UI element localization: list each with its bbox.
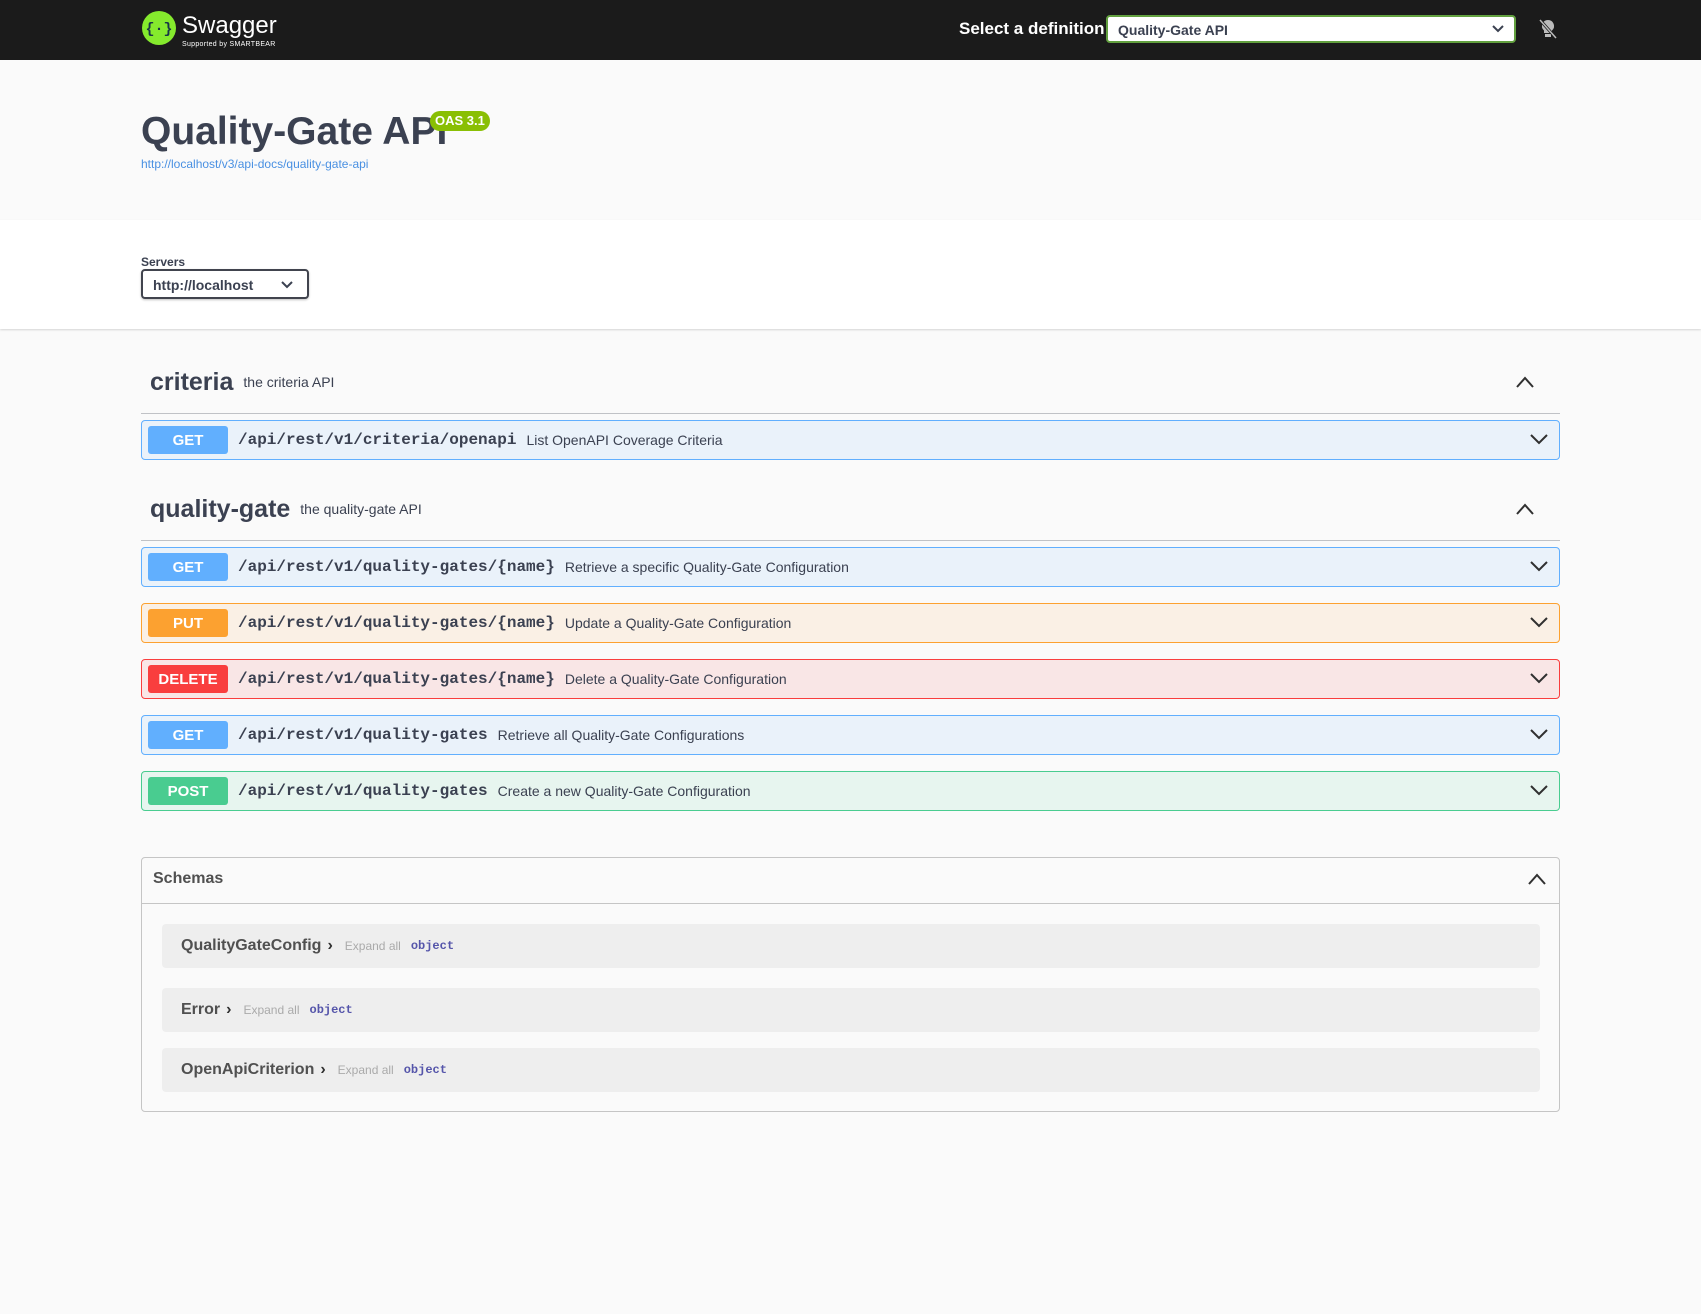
schema-type: object [309, 1003, 353, 1017]
version-badge: OAS 3.1 [430, 111, 490, 131]
tag-name: criteria [150, 367, 234, 396]
operation-path: /api/rest/v1/quality-gates/{name} [238, 670, 555, 688]
operation[interactable]: DELETE/api/rest/v1/quality-gates/{name} D… [141, 659, 1560, 699]
method-badge: GET [148, 426, 228, 454]
divider [142, 903, 1559, 904]
schema-arrow: › [327, 937, 333, 954]
expand-icon[interactable] [1529, 783, 1549, 797]
operation[interactable]: PUT/api/rest/v1/quality-gates/{name} Upda… [141, 603, 1560, 643]
info-section: Quality-Gate API OAS 3.1 http://localhos… [0, 60, 1701, 220]
theme-toggle[interactable] [1538, 18, 1558, 40]
operation-summary: Update a Quality-Gate Configuration [564, 615, 792, 631]
tag-name: quality-gate [150, 494, 291, 523]
operation-path: /api/rest/v1/quality-gates/{name} [238, 614, 555, 632]
schema-item[interactable]: Error › Expand all object [162, 988, 1540, 1032]
method-badge: PUT [148, 609, 228, 637]
operation-path: /api/rest/v1/quality-gates [238, 726, 488, 744]
servers-select[interactable]: http://localhost [141, 269, 309, 299]
operation-summary: Create a new Quality-Gate Configuration [497, 783, 751, 799]
top-bar: {·} Swagger Supported by SMARTBEAR Selec… [0, 0, 1701, 60]
method-badge: GET [148, 553, 228, 581]
method-badge: POST [148, 777, 228, 805]
operation-summary: Retrieve all Quality-Gate Configurations [497, 727, 745, 743]
schema-name: QualityGateConfig [181, 937, 322, 954]
api-title: Quality-Gate API [141, 110, 448, 153]
method-badge: DELETE [148, 665, 228, 693]
servers-section: Servers http://localhost [0, 220, 1701, 329]
expand-icon[interactable] [1529, 432, 1549, 446]
operation-summary: List OpenAPI Coverage Criteria [526, 432, 723, 448]
expand-all[interactable]: Expand all [243, 1003, 300, 1017]
definition-select[interactable]: Quality-Gate API [1106, 15, 1516, 43]
expand-icon[interactable] [1529, 615, 1549, 629]
schema-name: Error [181, 1001, 221, 1018]
logo-icon: {·} [142, 11, 176, 45]
tag-description: the criteria API [243, 374, 335, 390]
schema-arrow: › [320, 1061, 326, 1078]
select-arrow [1492, 25, 1504, 33]
tag-divider [141, 413, 1560, 414]
schema-arrow: › [226, 1001, 232, 1018]
operation-summary: Delete a Quality-Gate Configuration [564, 671, 787, 687]
server-value: http://localhost [153, 277, 254, 293]
spec-url[interactable]: http://localhost/v3/api-docs/quality-gat… [141, 157, 369, 171]
schema-type: object [403, 1063, 447, 1077]
logo-sub: Supported by SMARTBEAR [182, 41, 276, 48]
schemas-title[interactable]: Schemas [153, 870, 224, 887]
collapse-icon[interactable] [1515, 375, 1535, 389]
svg-text:{·}: {·} [145, 21, 172, 38]
definition-value: Quality-Gate API [1118, 22, 1228, 38]
expand-icon[interactable] [1529, 727, 1549, 741]
expand-all[interactable]: Expand all [344, 939, 401, 953]
select-arrow [281, 281, 293, 289]
operation[interactable]: GET/api/rest/v1/criteria/openapi List Ope… [141, 420, 1560, 460]
operation-path: /api/rest/v1/quality-gates/{name} [238, 558, 555, 576]
collapse-icon[interactable] [1515, 502, 1535, 516]
operation-summary: Retrieve a specific Quality-Gate Configu… [564, 559, 849, 575]
operation[interactable]: GET/api/rest/v1/quality-gates Retrieve al… [141, 715, 1560, 755]
logo-text: Swagger [182, 12, 277, 39]
expand-all[interactable]: Expand all [337, 1063, 394, 1077]
tag-header[interactable]: quality-gate the quality-gate API [150, 493, 1550, 525]
operation-path: /api/rest/v1/criteria/openapi [238, 431, 517, 449]
tag-header[interactable]: criteria the criteria API [150, 366, 1550, 398]
definition-label: Select a definition [959, 19, 1105, 38]
operation-path: /api/rest/v1/quality-gates [238, 782, 488, 800]
expand-icon[interactable] [1529, 671, 1549, 685]
tag-divider [141, 540, 1560, 541]
operation[interactable]: POST/api/rest/v1/quality-gates Create a n… [141, 771, 1560, 811]
schema-item[interactable]: QualityGateConfig › Expand all object [162, 924, 1540, 968]
schemas-box: Schemas [141, 857, 1560, 1112]
schema-item[interactable]: OpenApiCriterion › Expand all object [162, 1048, 1540, 1092]
servers-label: Servers [141, 255, 186, 269]
operation[interactable]: GET/api/rest/v1/quality-gates/{name} Retr… [141, 547, 1560, 587]
method-badge: GET [148, 721, 228, 749]
tag-description: the quality-gate API [300, 501, 422, 517]
collapse-icon[interactable] [1527, 872, 1547, 886]
schema-type: object [410, 939, 455, 953]
schema-name: OpenApiCriterion [181, 1061, 315, 1078]
expand-icon[interactable] [1529, 559, 1549, 573]
